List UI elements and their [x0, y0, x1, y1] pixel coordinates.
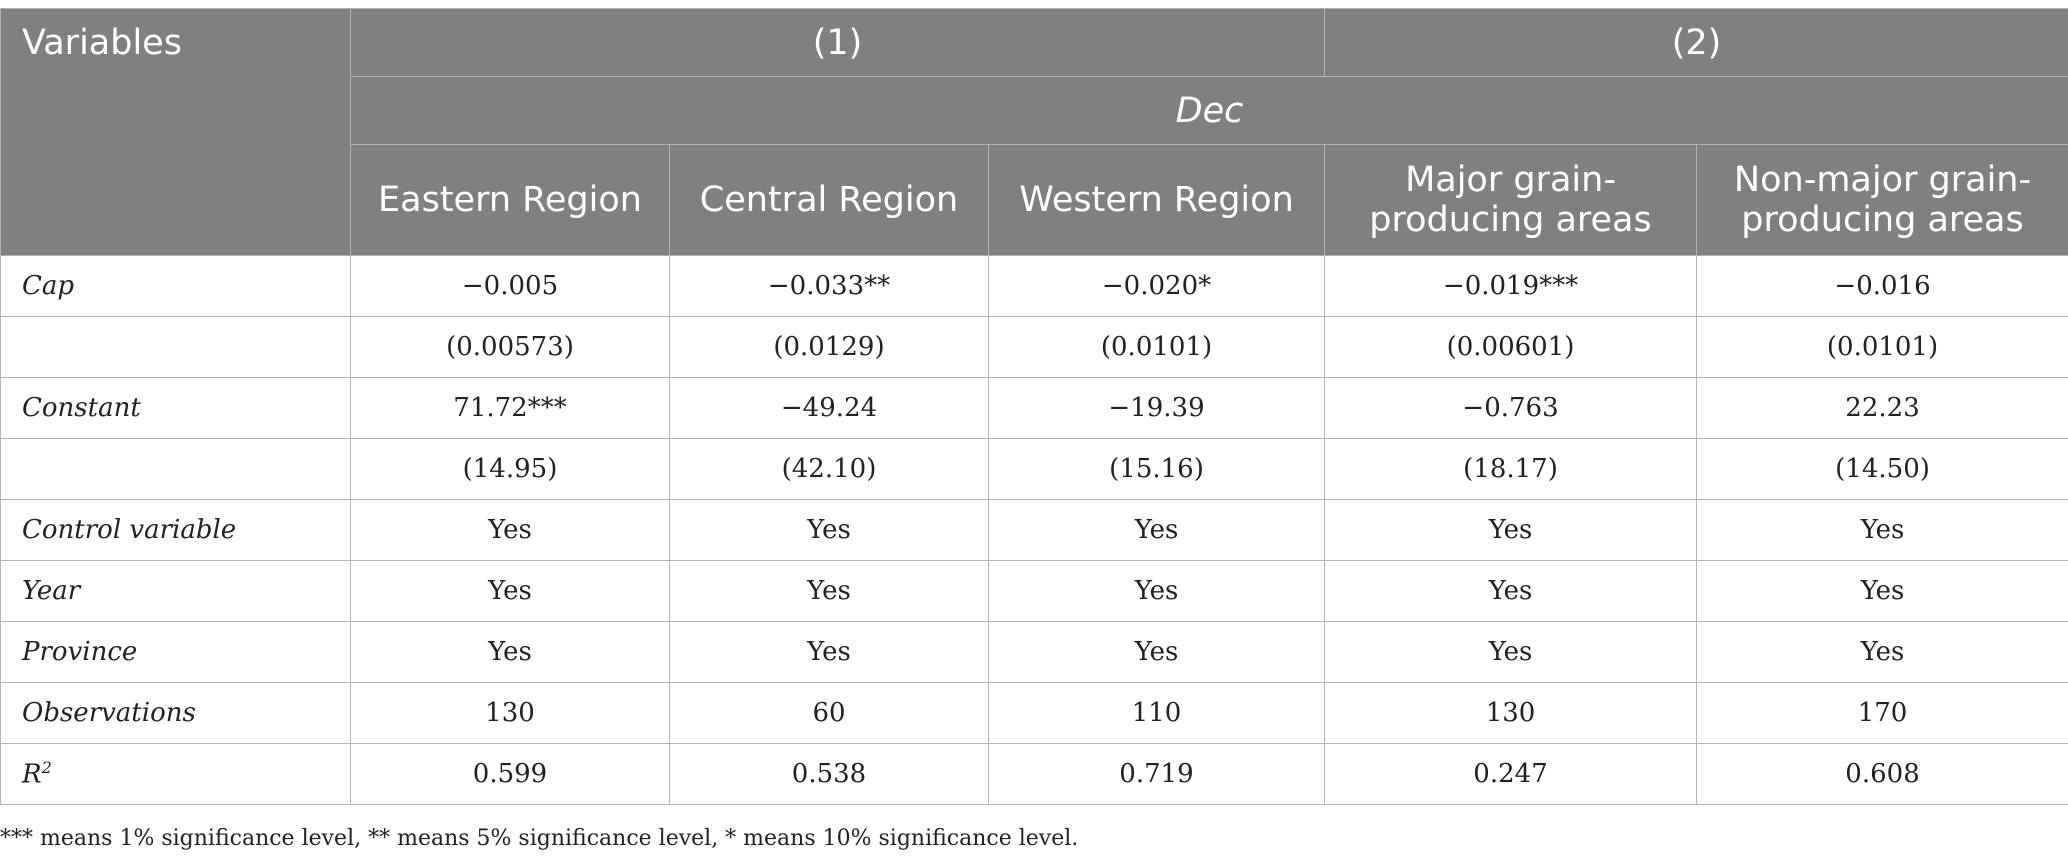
- table-cell: (0.0101): [987, 316, 1326, 378]
- table-cell: 22.23: [1696, 377, 2068, 439]
- table-row: Province Yes Yes Yes Yes Yes: [0, 621, 2068, 683]
- table-cell: (0.0101): [1696, 316, 2068, 378]
- variables-header: Variables: [0, 8, 351, 256]
- table-cell: Yes: [350, 560, 670, 622]
- table-cell: Yes: [1696, 499, 2068, 561]
- table-cell: 170: [1696, 682, 2068, 744]
- dependent-variable-header: Dec: [349, 76, 2068, 145]
- table-row: (0.00573) (0.0129) (0.0101) (0.00601) (0.010…: [0, 316, 2068, 378]
- table-cell: −0.005: [350, 255, 670, 317]
- table-cell: 0.538: [669, 743, 989, 805]
- row-label-text: Observations: [22, 698, 196, 728]
- table-row: Cap −0.005 −0.033** −0.020* −0.019*** −0.016: [0, 255, 2068, 317]
- table-header: Variables (1) (2) Dec Eastern Region Cen…: [0, 8, 2068, 256]
- table-cell: −0.763: [1324, 377, 1698, 439]
- table-cell: Yes: [1696, 621, 2068, 683]
- column-header: Major grain-producing areas: [1324, 144, 1698, 256]
- row-label-text: R: [22, 759, 42, 790]
- table-cell: −19.39: [987, 377, 1326, 439]
- table-row: Constant 71.72*** −49.24 −19.39 −0.763 22.23: [0, 377, 2068, 439]
- table-cell: Yes: [669, 621, 989, 683]
- table-cell: −0.019***: [1324, 255, 1698, 317]
- table-cell: 60: [669, 682, 989, 744]
- table-cell: Yes: [669, 499, 989, 561]
- table-cell: 0.719: [987, 743, 1326, 805]
- column-header: Eastern Region: [350, 144, 670, 256]
- table-cell: 130: [350, 682, 670, 744]
- table-note: *** means 1% significance level, ** mean…: [0, 826, 1079, 851]
- table-cell: 0.247: [1324, 743, 1698, 805]
- group-2-header: (2): [1324, 8, 2068, 77]
- table-cell: −0.020*: [987, 255, 1326, 317]
- table-cell: Yes: [1324, 560, 1698, 622]
- table-cell: (18.17): [1324, 438, 1698, 500]
- table-cell: Yes: [987, 560, 1326, 622]
- table-cell: (0.0129): [669, 316, 989, 378]
- results-table: Variables (1) (2) Dec Eastern Region Cen…: [0, 8, 2068, 805]
- table-cell: 0.599: [350, 743, 670, 805]
- row-label: [0, 438, 351, 500]
- table-row: (14.95) (42.10) (15.16) (18.17) (14.50): [0, 438, 2068, 500]
- table-row: R2 0.599 0.538 0.719 0.247 0.608: [0, 743, 2068, 805]
- table-cell: (15.16): [987, 438, 1326, 500]
- row-label: Constant: [0, 377, 351, 439]
- table-row: Control variable Yes Yes Yes Yes Yes: [0, 499, 2068, 561]
- row-label: Year: [0, 560, 351, 622]
- row-label: Observations: [0, 682, 351, 744]
- row-label: R2: [0, 743, 351, 805]
- table-row: Observations 130 60 110 130 170: [0, 682, 2068, 744]
- table-cell: (42.10): [669, 438, 989, 500]
- results-table-container: Variables (1) (2) Dec Eastern Region Cen…: [0, 8, 2068, 805]
- table-row: Year Yes Yes Yes Yes Yes: [0, 560, 2068, 622]
- table-cell: −0.016: [1696, 255, 2068, 317]
- table-cell: 110: [987, 682, 1326, 744]
- table-cell: 0.608: [1696, 743, 2068, 805]
- row-label: Control variable: [0, 499, 351, 561]
- row-label-text: Year: [22, 576, 81, 606]
- table-cell: −49.24: [669, 377, 989, 439]
- table-cell: Yes: [987, 499, 1326, 561]
- row-label-text: Control variable: [22, 515, 237, 545]
- table-cell: 71.72***: [350, 377, 670, 439]
- row-label-text: Cap: [22, 271, 75, 301]
- table-cell: 130: [1324, 682, 1698, 744]
- table-body: Cap −0.005 −0.033** −0.020* −0.019*** −0.016(…: [0, 255, 2068, 805]
- group-1-header: (1): [349, 8, 1326, 77]
- table-cell: Yes: [987, 621, 1326, 683]
- row-label-text: Province: [22, 637, 138, 667]
- row-label-superscript: 2: [41, 758, 52, 778]
- table-cell: (14.95): [350, 438, 670, 500]
- table-cell: (14.50): [1696, 438, 2068, 500]
- table-cell: (0.00573): [350, 316, 670, 378]
- table-cell: Yes: [1696, 560, 2068, 622]
- row-label: [0, 316, 351, 378]
- table-cell: Yes: [350, 499, 670, 561]
- row-label: Province: [0, 621, 351, 683]
- table-cell: (0.00601): [1324, 316, 1698, 378]
- table-cell: Yes: [1324, 621, 1698, 683]
- row-label: Cap: [0, 255, 351, 317]
- table-cell: −0.033**: [669, 255, 989, 317]
- table-cell: Yes: [1324, 499, 1698, 561]
- table-cell: Yes: [669, 560, 989, 622]
- row-label-text: Constant: [22, 393, 141, 423]
- column-header: Western Region: [987, 144, 1326, 256]
- column-header: Non-major grain-producing areas: [1696, 144, 2068, 256]
- table-cell: Yes: [350, 621, 670, 683]
- column-header: Central Region: [669, 144, 989, 256]
